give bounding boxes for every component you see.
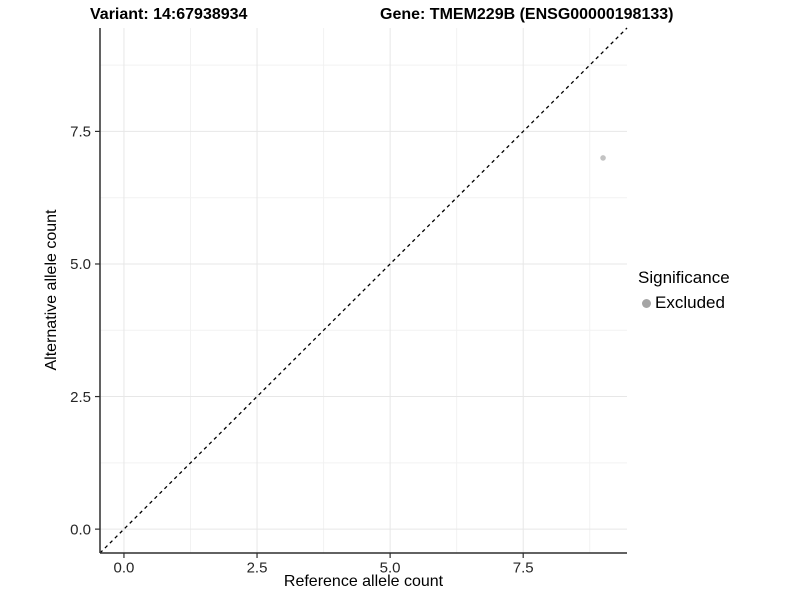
x-axis-label: Reference allele count — [283, 573, 444, 590]
y-tick-label: 5.0 — [70, 256, 91, 273]
x-tick-label: 5.0 — [380, 559, 401, 576]
y-tick-label: 2.5 — [70, 389, 91, 406]
x-tick-label: 7.5 — [513, 559, 534, 576]
y-axis-label: Alternative allele count — [43, 209, 60, 371]
legend: Significance Excluded — [638, 268, 730, 313]
legend-point-icon — [642, 298, 651, 308]
x-tick-label: 2.5 — [247, 559, 268, 576]
legend-item-label: Excluded — [655, 293, 725, 312]
y-tick-label: 0.0 — [70, 521, 91, 538]
legend-title: Significance — [638, 268, 730, 287]
data-point — [600, 155, 606, 161]
x-tick-label: 0.0 — [114, 559, 135, 576]
identity-reference-line — [99, 27, 628, 554]
legend-item-excluded: Excluded — [638, 293, 730, 313]
y-tick-label: 7.5 — [70, 124, 91, 141]
variant-title: Variant: 14:67938934 — [90, 6, 248, 23]
gene-title: Gene: TMEM229B (ENSG00000198133) — [380, 6, 674, 23]
